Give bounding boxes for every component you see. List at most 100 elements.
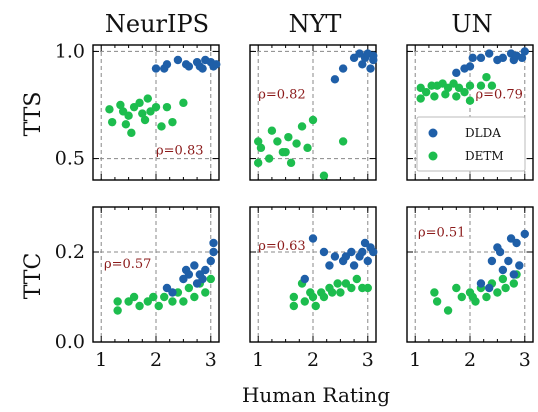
point-dlda-tts-un-0 [452, 68, 461, 78]
point-detm-tts-nyt-8 [284, 132, 293, 142]
point-detm-ttc-neurips-12 [184, 283, 194, 293]
point-detm-tts-neurips-9 [138, 109, 147, 118]
point-detm-tts-neurips-0 [105, 105, 114, 114]
x-tick-label-ttc-nyt-2: 3 [362, 349, 374, 371]
point-dlda-ttc-un-4 [495, 247, 505, 257]
point-detm-tts-un-4 [430, 92, 439, 101]
point-detm-tts-neurips-13 [151, 102, 161, 112]
legend: DLDA DETM [416, 116, 526, 172]
point-detm-ttc-un-7 [471, 297, 480, 306]
point-dlda-tts-un-2 [465, 62, 475, 71]
point-dlda-ttc-un-11 [520, 229, 529, 239]
point-dlda-ttc-un-5 [498, 265, 508, 275]
point-detm-tts-nyt-1 [254, 137, 263, 146]
point-detm-tts-un-13 [465, 81, 475, 90]
point-dlda-ttc-nyt-12 [363, 256, 372, 266]
point-detm-ttc-nyt-6 [311, 301, 320, 311]
point-detm-tts-neurips-17 [179, 98, 188, 108]
point-detm-ttc-neurips-4 [135, 301, 144, 311]
point-detm-tts-nyt-11 [297, 122, 307, 131]
point-dlda-ttc-un-6 [504, 256, 513, 266]
point-detm-ttc-nyt-11 [333, 279, 342, 288]
legend-label-detm: DETM [465, 149, 504, 163]
point-detm-ttc-nyt-14 [347, 283, 356, 293]
point-detm-tts-nyt-15 [338, 137, 348, 146]
rho-label-ttc-neurips: ρ=0.57 [104, 257, 151, 272]
point-detm-tts-un-7 [441, 90, 450, 99]
legend-marker-dlda [428, 128, 438, 138]
point-detm-ttc-neurips-16 [206, 274, 215, 284]
point-detm-tts-nyt-13 [308, 115, 318, 125]
point-detm-tts-neurips-8 [135, 98, 144, 108]
point-detm-ttc-un-3 [452, 283, 461, 293]
point-detm-tts-un-14 [465, 96, 475, 105]
panel-ttc-nyt: 1 2 3 ρ=0.63 [249, 206, 378, 371]
point-dlda-ttc-nyt-8 [349, 261, 359, 270]
point-dlda-tts-un-7 [498, 53, 508, 63]
legend-label-dlda: DLDA [465, 126, 501, 140]
point-dlda-ttc-neurips-11 [209, 247, 218, 257]
point-detm-ttc-un-0 [430, 288, 439, 297]
point-dlda-ttc-nyt-14 [369, 247, 378, 257]
point-detm-ttc-nyt-15 [352, 274, 362, 284]
point-dlda-tts-nyt-1 [338, 64, 348, 73]
point-dlda-ttc-nyt-1 [308, 234, 318, 243]
point-detm-tts-un-2 [421, 87, 431, 97]
point-dlda-tts-neurips-5 [184, 62, 194, 71]
point-detm-ttc-un-9 [482, 292, 491, 302]
point-detm-ttc-un-13 [501, 283, 510, 293]
point-detm-tts-neurips-15 [162, 102, 172, 112]
point-detm-ttc-neurips-1 [113, 306, 122, 315]
point-dlda-ttc-nyt-3 [325, 261, 334, 270]
point-dlda-tts-nyt-7 [366, 64, 375, 73]
panel-tts-un: ρ=0.79 DLDA DETM [406, 44, 534, 181]
point-dlda-ttc-nyt-4 [330, 252, 340, 261]
point-detm-ttc-un-14 [509, 279, 519, 288]
panel-tts-neurips: 0.5 1.0 ρ=0.83 [55, 40, 221, 181]
point-detm-ttc-un-4 [457, 292, 466, 302]
point-detm-tts-nyt-4 [267, 126, 277, 135]
point-detm-ttc-nyt-8 [319, 292, 329, 302]
point-detm-ttc-neurips-13 [190, 292, 199, 302]
point-dlda-tts-neurips-0 [151, 64, 161, 73]
x-tick-label-ttc-nyt-0: 1 [252, 349, 264, 371]
point-detm-ttc-neurips-6 [149, 292, 158, 302]
y-tick-label-tts-neurips-0: 0.5 [55, 148, 85, 170]
panel-ttc-neurips: 0.0 0.2 1 2 3 ρ=0.57 [55, 206, 220, 371]
point-detm-tts-nyt-7 [281, 147, 290, 157]
point-dlda-tts-nyt-9 [369, 51, 378, 60]
point-dlda-ttc-un-8 [509, 270, 519, 279]
point-detm-ttc-neurips-15 [201, 288, 210, 297]
point-detm-ttc-nyt-1 [289, 301, 299, 311]
point-dlda-tts-un-4 [476, 53, 486, 63]
point-detm-ttc-un-12 [498, 274, 508, 284]
point-detm-ttc-neurips-7 [154, 301, 163, 311]
point-dlda-ttc-neurips-5 [190, 261, 199, 270]
point-detm-tts-neurips-14 [157, 122, 166, 131]
panel-ttc-un: 1 2 3 ρ=0.51 [406, 206, 534, 371]
x-tick-label-ttc-un-2: 3 [519, 349, 531, 371]
rho-label-ttc-nyt: ρ=0.63 [258, 239, 305, 254]
point-detm-ttc-neurips-3 [129, 292, 139, 302]
point-dlda-ttc-neurips-4 [184, 270, 194, 279]
point-detm-ttc-neurips-9 [168, 297, 177, 306]
point-detm-tts-neurips-5 [124, 111, 133, 120]
point-detm-ttc-neurips-0 [113, 297, 122, 306]
point-dlda-ttc-un-10 [515, 261, 524, 270]
point-detm-tts-neurips-10 [140, 115, 150, 125]
panels-layer: 0.5 1.0 ρ=0.83 ρ=0.82 ρ=0.79 DLDA DETM 0.0 0.2 1 2… [55, 40, 534, 371]
x-tick-label-ttc-nyt-1: 2 [307, 349, 319, 371]
point-detm-ttc-neurips-11 [179, 297, 188, 306]
legend-marker-detm [428, 151, 438, 161]
point-detm-ttc-un-11 [493, 288, 502, 297]
y-tick-label-tts-neurips-1: 1.0 [55, 40, 85, 62]
point-detm-tts-neurips-1 [107, 117, 117, 127]
point-detm-tts-neurips-4 [121, 120, 131, 129]
point-detm-tts-nyt-5 [273, 137, 282, 146]
point-detm-tts-neurips-16 [168, 117, 177, 127]
x-tick-label-ttc-neurips-0: 1 [95, 349, 107, 371]
point-dlda-tts-un-3 [468, 53, 477, 63]
panel-tts-nyt: ρ=0.82 [249, 44, 378, 181]
x-tick-label-ttc-un-0: 1 [409, 349, 421, 371]
x-tick-label-ttc-neurips-2: 3 [205, 349, 217, 371]
